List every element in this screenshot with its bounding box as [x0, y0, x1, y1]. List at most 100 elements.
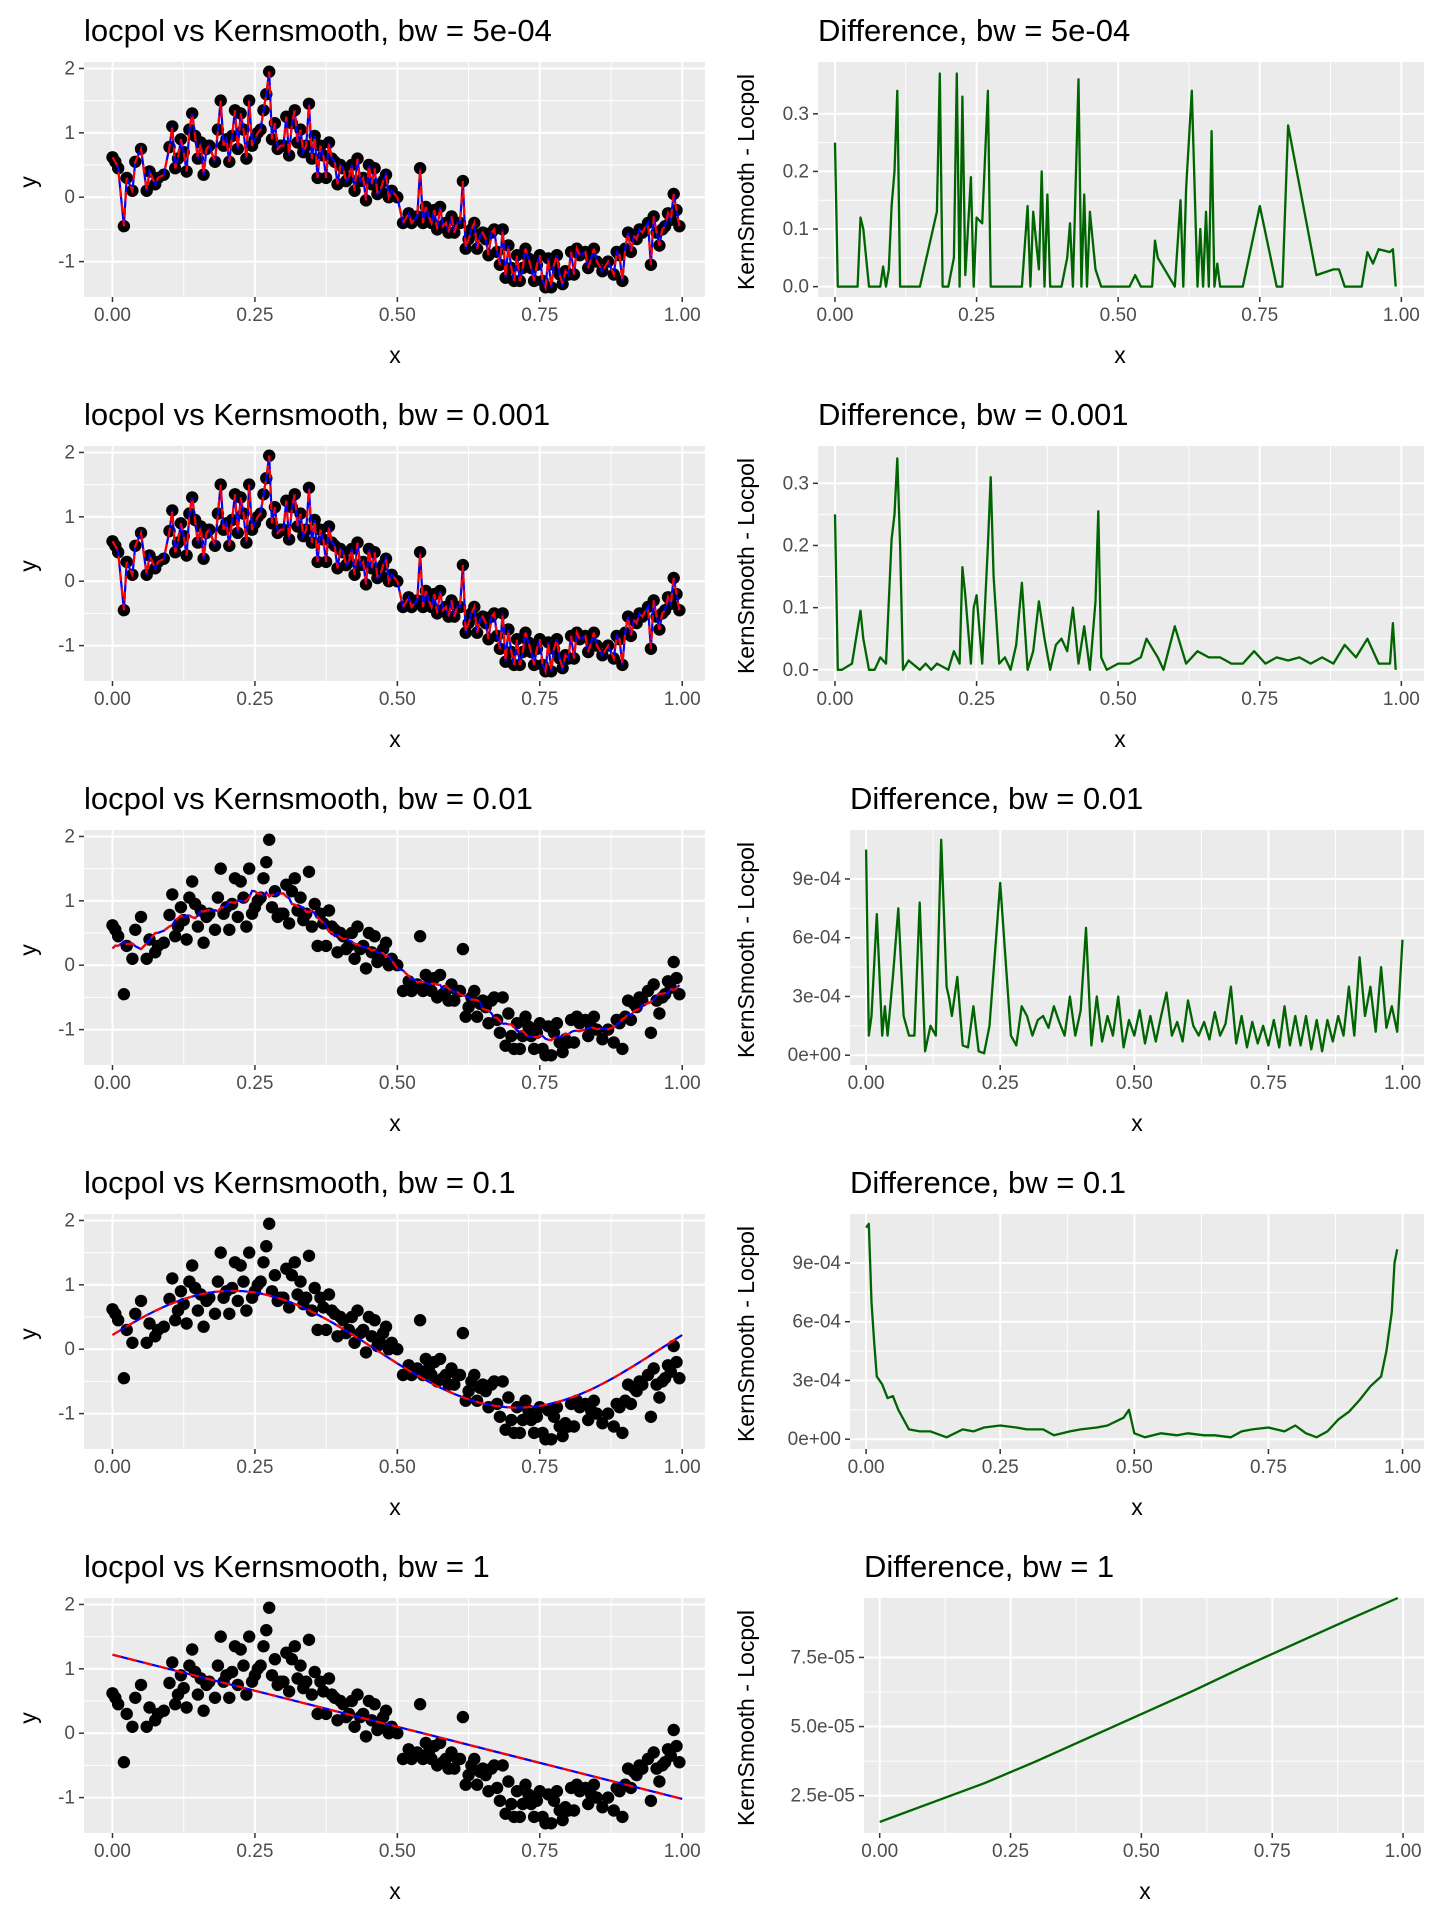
data-point: [351, 920, 364, 933]
data-point: [488, 991, 501, 1004]
data-point: [396, 984, 410, 998]
data-point: [169, 1314, 182, 1327]
data-point: [413, 930, 427, 943]
data-point: [667, 955, 680, 969]
x-tick-label: 0.75: [1241, 689, 1278, 710]
y-tick-label: 9e-04: [792, 1253, 841, 1274]
data-point: [607, 1420, 620, 1433]
y-tick-label: -1: [58, 252, 75, 273]
data-point: [379, 1320, 393, 1333]
data-point: [667, 1723, 680, 1737]
data-point: [140, 952, 153, 965]
data-point: [300, 1291, 313, 1304]
data-point: [519, 1010, 532, 1023]
data-point: [257, 872, 270, 885]
difference-line: [865, 1222, 1399, 1439]
data-point: [590, 1407, 603, 1420]
x-tick-label: 0.25: [992, 1841, 1029, 1862]
data-point: [260, 856, 273, 869]
data-point: [527, 1426, 541, 1440]
data-point: [302, 1633, 316, 1647]
data-point: [453, 1368, 467, 1382]
panel-title: Difference, bw = 0.01: [850, 781, 1143, 816]
data-point: [240, 1304, 253, 1317]
data-point: [311, 1707, 324, 1721]
data-point: [516, 1413, 529, 1427]
data-point: [126, 1720, 139, 1734]
x-tick-label: 0.50: [1100, 689, 1137, 710]
data-point: [488, 1759, 501, 1772]
difference-line: [833, 457, 1397, 671]
data-point: [348, 1336, 361, 1350]
y-axis-label: y: [15, 1328, 41, 1340]
plot-area: 0.00 0.25 0.50 0.75 1.00 -1 0 1 2: [58, 442, 705, 710]
data-point: [601, 1791, 615, 1804]
x-tick-label: 0.00: [848, 1073, 885, 1094]
x-tick-label: 0.00: [816, 689, 853, 710]
data-point: [282, 1685, 296, 1698]
data-point: [237, 1659, 250, 1672]
difference-line: [864, 838, 1404, 1055]
data-point: [157, 1320, 170, 1333]
data-point: [268, 1269, 282, 1282]
y-tick-label: 0.0: [783, 277, 809, 298]
x-tick-label: 0.75: [521, 305, 558, 326]
data-point: [163, 908, 176, 922]
data-point: [282, 1301, 296, 1314]
plot-area: 0.00 0.25 0.50 0.75 1.00 0.0 0.1 0.2 0.3: [783, 62, 1424, 326]
data-point: [502, 1007, 515, 1020]
data-point: [582, 1413, 595, 1427]
x-tick-label: 1.00: [664, 305, 701, 326]
data-point: [459, 1010, 472, 1023]
y-axis-label: y: [15, 1712, 41, 1724]
data-point: [186, 1259, 199, 1272]
panel-diff-bw-0.1: 0.00 0.25 0.50 0.75 1.00 0e+00 3e-04 6e-04 9e-04…: [733, 1165, 1424, 1520]
y-tick-label: 0.1: [783, 219, 809, 240]
data-point: [174, 1285, 188, 1298]
data-point: [547, 1026, 561, 1040]
data-point: [391, 1343, 404, 1356]
y-tick-label: 6e-04: [792, 1312, 841, 1333]
data-point: [653, 1391, 666, 1404]
x-axis-label: x: [1131, 1494, 1143, 1520]
y-tick-label: -1: [58, 1020, 75, 1041]
data-point: [510, 1785, 524, 1798]
x-tick-label: 0.00: [94, 1841, 131, 1862]
data-point: [513, 1426, 526, 1440]
data-point: [180, 1317, 193, 1330]
panel-diff-bw-0.001: 0.00 0.25 0.50 0.75 1.00 0.0 0.1 0.2 0.3 Differe…: [733, 397, 1424, 752]
data-point: [257, 1640, 270, 1653]
data-point: [453, 1752, 467, 1766]
y-tick-label: 1: [64, 1659, 75, 1680]
data-point: [305, 920, 319, 933]
y-axis-label: y: [15, 560, 41, 572]
data-point: [493, 1410, 507, 1424]
data-point: [351, 1304, 364, 1317]
y-axis-label: KernSmooth - Locpol: [733, 74, 759, 290]
y-tick-label: 2: [64, 1594, 75, 1615]
y-tick-label: 1: [64, 123, 75, 144]
data-point: [231, 1294, 244, 1308]
data-point: [530, 1794, 544, 1808]
data-point: [134, 1678, 148, 1692]
x-tick-label: 0.50: [379, 305, 416, 326]
data-point: [567, 1804, 581, 1817]
data-point: [120, 939, 133, 953]
data-point: [468, 1368, 481, 1382]
data-point: [359, 962, 373, 975]
data-point: [673, 1372, 686, 1385]
x-tick-label: 1.00: [664, 1457, 701, 1478]
data-point: [112, 930, 125, 943]
data-point: [257, 1256, 270, 1269]
data-point: [308, 1665, 321, 1679]
panel-title: locpol vs Kernsmooth, bw = 0.001: [84, 397, 550, 432]
x-tick-label: 1.00: [664, 689, 701, 710]
data-point: [237, 1275, 250, 1288]
data-point: [322, 1672, 336, 1685]
data-point: [143, 1701, 156, 1714]
x-tick-label: 0.50: [1116, 1457, 1153, 1478]
y-tick-label: 2.5e-05: [791, 1786, 855, 1807]
data-point: [496, 1759, 509, 1772]
data-point: [263, 1601, 276, 1614]
y-tick-label: 0.2: [783, 535, 809, 556]
